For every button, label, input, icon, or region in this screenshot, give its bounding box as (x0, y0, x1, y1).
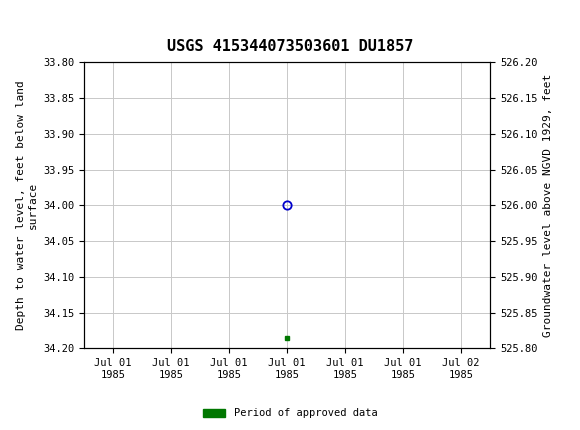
Text: USGS 415344073503601 DU1857: USGS 415344073503601 DU1857 (167, 39, 413, 54)
Y-axis label: Groundwater level above NGVD 1929, feet: Groundwater level above NGVD 1929, feet (543, 74, 553, 337)
Y-axis label: Depth to water level, feet below land
surface: Depth to water level, feet below land su… (16, 80, 38, 330)
Text: ≡USGS: ≡USGS (6, 12, 77, 29)
Legend: Period of approved data: Period of approved data (198, 404, 382, 423)
